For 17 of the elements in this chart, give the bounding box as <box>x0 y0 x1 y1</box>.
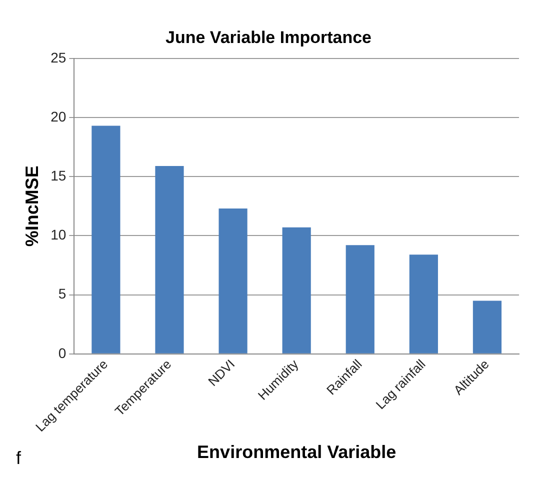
x-axis-title: Environmental Variable <box>197 442 396 462</box>
text: f <box>16 448 22 468</box>
chart-title: June Variable Importance <box>166 28 372 47</box>
bar <box>282 227 311 354</box>
bar <box>346 245 374 354</box>
bar <box>92 126 120 354</box>
bar <box>155 166 184 354</box>
bar <box>409 254 438 354</box>
y-tick-label: 0 <box>58 344 66 361</box>
bar <box>218 208 248 354</box>
y-tick-label: 15 <box>50 167 66 184</box>
y-tick-label: 10 <box>50 226 66 243</box>
y-tick-label: 20 <box>50 108 66 124</box>
y-tick-label: 25 <box>50 49 66 66</box>
y-axis-title: %IncMSE <box>22 166 42 247</box>
bar <box>472 300 502 354</box>
y-tick-label: 5 <box>58 286 66 302</box>
